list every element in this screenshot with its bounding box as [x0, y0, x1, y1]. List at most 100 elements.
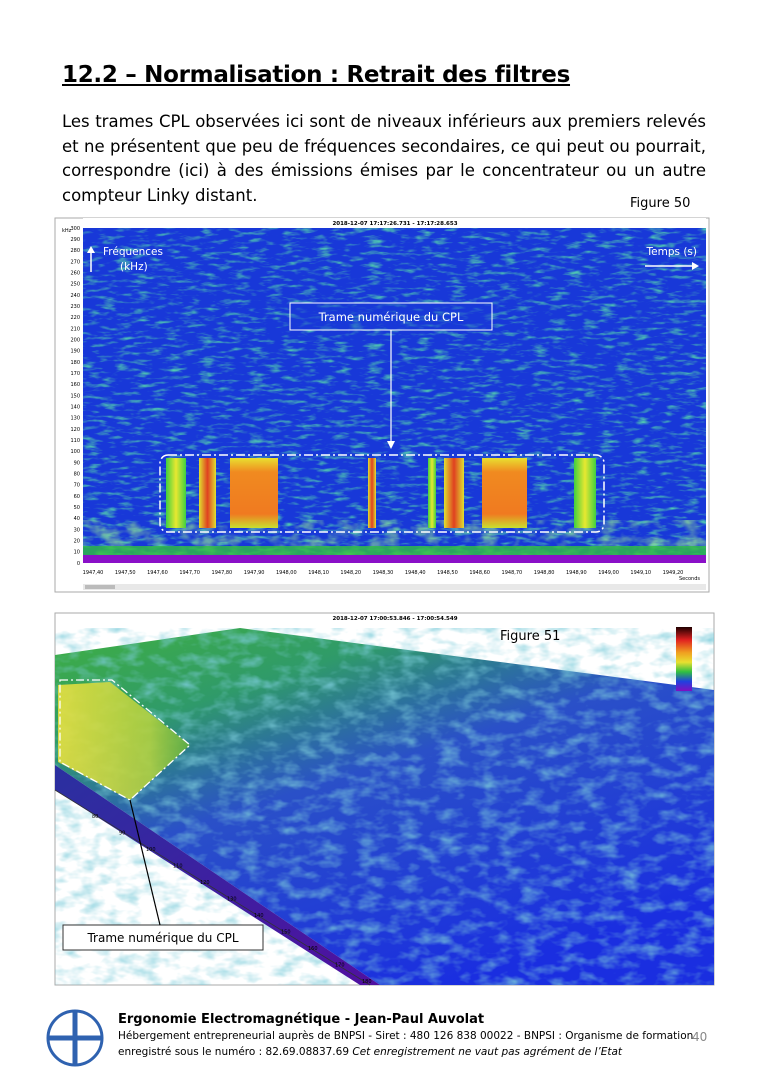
axis-label: 150	[281, 930, 291, 936]
x-tick-label: 1948,50	[437, 570, 458, 576]
timestamp-bar	[83, 218, 706, 228]
y-tick-label: 120	[70, 427, 80, 433]
y-tick-label: 40	[74, 516, 80, 522]
axis-ticks: 80 90 100 110 120 130 140 150 160 170 180	[92, 814, 372, 985]
x-tick-label: 1948,40	[405, 570, 426, 576]
y-tick-label: 0	[77, 561, 80, 567]
burst	[482, 458, 527, 528]
axis-ticks: 0 10 20 30 40 50 60 70 80 90 100 110 120 130 140 150 160…	[70, 226, 683, 576]
x-tick-label: 1949,20	[663, 570, 684, 576]
scrollbar	[83, 584, 706, 590]
y-tick-label: 230	[70, 304, 80, 310]
y-tick-label: 140	[70, 404, 80, 410]
x-tick-label: 1947,70	[179, 570, 200, 576]
burst	[230, 458, 278, 528]
timestamp: 2018-12-07 17:00:53.846 - 17:00:54.549	[332, 616, 457, 622]
y-tick-label: 250	[70, 282, 80, 288]
burst	[428, 458, 436, 528]
burst	[368, 458, 376, 528]
y-tick-label: 100	[70, 449, 80, 455]
x-tick-label: 1948,20	[340, 570, 361, 576]
time-note: Temps (s)	[646, 246, 697, 258]
y-tick-label: 110	[70, 438, 80, 444]
y-tick-label: 60	[74, 494, 80, 500]
y-tick-label: 80	[74, 471, 80, 477]
color-bar	[676, 627, 692, 691]
arrow-head	[692, 262, 699, 270]
y-tick-label: 50	[74, 505, 80, 511]
y-tick-label: 280	[70, 248, 80, 254]
highlight-box	[159, 454, 605, 533]
freq-note: Fréquences	[103, 246, 163, 258]
footer-line: Hébergement entrepreneurial auprès de BN…	[118, 1030, 694, 1042]
spectrogram-noise	[83, 228, 706, 563]
x-tick-label: 1948,90	[566, 570, 587, 576]
y-tick-label: 160	[70, 382, 80, 388]
y-tick-label: 300	[70, 226, 80, 232]
x-tick-label: 1947,80	[212, 570, 233, 576]
axis-label: 160	[308, 946, 318, 952]
title: 12.2 – Normalisation : Retrait des filtr…	[62, 62, 571, 88]
y-tick-label: 190	[70, 349, 80, 355]
annotation-line	[129, 799, 161, 926]
y-tick-label: 260	[70, 270, 80, 276]
axis-label: 130	[227, 897, 237, 903]
y-tick-label: 130	[70, 416, 80, 422]
page-number: 40	[692, 1030, 708, 1044]
surface-edge	[55, 765, 380, 985]
axis-label: 80	[92, 814, 98, 820]
y-tick-label: 240	[70, 293, 80, 299]
x-tick-label: 1948,60	[469, 570, 490, 576]
x-unit: Seconds	[679, 576, 700, 582]
burst	[199, 458, 216, 528]
axis-line	[54, 789, 371, 986]
footer-text: enregistré sous le numéro : 82.69.08837.…	[118, 1046, 350, 1058]
annotation-box	[62, 924, 264, 951]
x-tick-label: 1947,40	[83, 570, 104, 576]
y-tick-label: 70	[74, 483, 80, 489]
axis-label: 110	[173, 864, 183, 870]
figure-label: Figure 50	[630, 196, 691, 211]
axis-label: 140	[254, 913, 264, 919]
logo	[46, 1009, 104, 1067]
y-tick-label: 210	[70, 326, 80, 332]
y-tick-label: 30	[74, 527, 80, 533]
paragraph: Les trames CPL observées ici sont de niv…	[62, 112, 706, 205]
floor-band	[83, 555, 706, 563]
axis-label: 180	[362, 979, 372, 985]
x-tick-label: 1947,90	[244, 570, 265, 576]
y-tick-label: 20	[74, 538, 80, 544]
figure-51: 2018-12-07 17:00:53.846 - 17:00:54.549 F…	[54, 612, 715, 986]
surface	[55, 628, 714, 985]
low-band	[83, 546, 706, 555]
burst	[574, 458, 596, 528]
x-tick-label: 1948,00	[276, 570, 297, 576]
axis-label: 100	[146, 847, 156, 853]
freq-unit: (kHz)	[120, 261, 148, 273]
x-tick-label: 1948,10	[308, 570, 329, 576]
y-tick-label: 170	[70, 371, 80, 377]
figure-label: Figure 51	[500, 629, 560, 644]
burst	[166, 458, 186, 528]
highlight-box	[59, 679, 191, 801]
x-tick-label: 1948,30	[373, 570, 394, 576]
axis-label: 120	[200, 880, 210, 886]
y-tick-label: 200	[70, 337, 80, 343]
y-unit: kHz	[62, 228, 72, 234]
footer: Ergonomie Electromagnétique - Jean-Paul …	[118, 1012, 693, 1060]
y-tick-label: 290	[70, 237, 80, 243]
x-tick-label: 1948,80	[534, 570, 555, 576]
y-tick-label: 180	[70, 360, 80, 366]
annotation: Trame numérique du CPL	[318, 310, 464, 324]
footer-line: enregistré sous le numéro : 82.69.08837.…	[118, 1044, 693, 1060]
x-tick-label: 1947,60	[147, 570, 168, 576]
y-tick-label: 150	[70, 393, 80, 399]
figure-50: 2018-12-07 17:17:26.731 - 17:17:28.653 k…	[54, 217, 710, 593]
arrow-head	[87, 246, 95, 253]
axis-label: 90	[119, 831, 125, 837]
annotation-box	[289, 302, 493, 331]
y-tick-label: 220	[70, 315, 80, 321]
scroll-thumb	[85, 585, 115, 589]
hot-region	[58, 682, 190, 800]
